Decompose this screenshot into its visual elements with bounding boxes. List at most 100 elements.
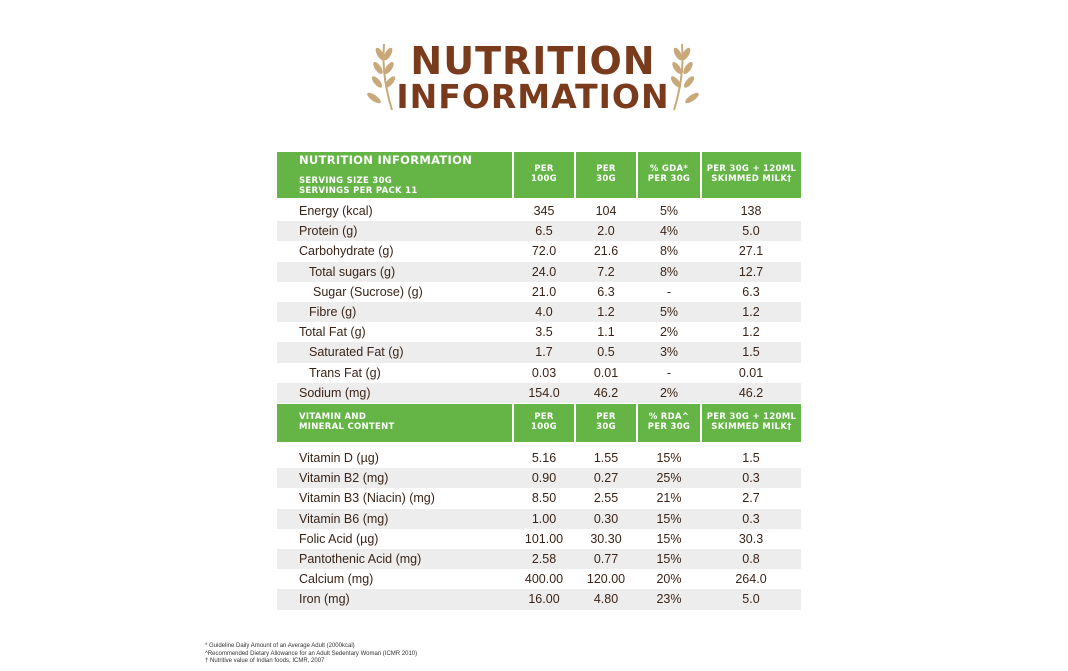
row-value-percent: 5%: [659, 204, 679, 218]
row-value-with-milk: 0.8: [742, 551, 760, 566]
row-value-per-100g: 400.00: [524, 572, 564, 587]
row-value-with-milk: 0.3: [742, 511, 760, 526]
row-value-with-milk: 2.7: [742, 491, 760, 506]
row-value-percent: 4%: [659, 224, 679, 239]
table-row: Total Fat (g) 3.5 1.1 2% 1.2: [277, 322, 801, 342]
table-row: Sodium (mg) 154.0 46.2 2% 46.2: [277, 382, 801, 403]
title-line-1: NUTRITION: [410, 39, 656, 83]
row-value-with-milk: 12.7: [738, 264, 764, 279]
wheat-icon: [670, 43, 699, 111]
table-row: Sugar (Sucrose) (g) 21.0 6.3 - 6.3: [277, 282, 801, 302]
row-value-per-100g: 0.03: [531, 365, 557, 380]
row-value-per-100g: 5.16: [531, 451, 557, 465]
table-row: Fibre (g) 4.0 1.2 5% 1.2: [277, 301, 801, 323]
table-row: Vitamin D (µg) 5.16 1.55 15% 1.5: [277, 448, 801, 468]
row-label: Vitamin B6 (mg): [299, 511, 389, 526]
row-label: Protein (g): [299, 224, 358, 239]
vitamin-rows: Vitamin D (µg) 5.16 1.55 15% 1.5 Vitamin B2 (…: [277, 448, 801, 610]
header-vitamin-mineral: VITAMIN AND MINERAL CONTENT: [299, 412, 395, 432]
row-value-with-milk: 1.5: [742, 345, 760, 360]
row-label: Calcium (mg): [299, 572, 374, 587]
row-value-per-100g: 154.0: [528, 385, 560, 400]
row-value-percent: 5%: [659, 304, 679, 319]
row-value-per-30g: 0.30: [593, 511, 619, 526]
row-label: Vitamin D (µg): [299, 451, 379, 465]
row-value-per-100g: 72.0: [531, 244, 557, 259]
table-row: Saturated Fat (g) 1.7 0.5 3% 1.5: [277, 342, 801, 363]
header-per-100g: PER 100G: [531, 164, 557, 184]
row-value-per-30g: 2.55: [593, 491, 619, 506]
header-with-milk: PER 30G + 120ML SKIMMED MILK†: [706, 412, 797, 432]
row-label: Pantothenic Acid (mg): [299, 551, 422, 566]
row-label: Total sugars (g): [309, 264, 396, 279]
header-rda: % RDA^ PER 30G: [647, 412, 691, 432]
row-value-per-30g: 21.6: [593, 244, 619, 259]
row-value-per-100g: 345: [533, 204, 555, 218]
row-value-per-100g: 0.90: [531, 471, 557, 486]
row-value-with-milk: 1.2: [742, 325, 760, 340]
table-row: Pantothenic Acid (mg) 2.58 0.77 15% 0.8: [277, 548, 801, 570]
row-label: Vitamin B2 (mg): [299, 471, 389, 486]
table-row: Total sugars (g) 24.0 7.2 8% 12.7: [277, 261, 801, 282]
row-value-per-30g: 30.30: [590, 531, 622, 546]
row-value-with-milk: 264.0: [735, 572, 767, 587]
header-per-30g: PER 30G: [596, 164, 616, 184]
row-value-percent: 20%: [656, 572, 682, 587]
row-value-per-30g: 120.00: [586, 572, 626, 587]
row-value-per-30g: 104: [595, 204, 617, 218]
row-value-percent: -: [666, 284, 672, 299]
header-per-100g: PER 100G: [531, 412, 557, 432]
row-value-percent: 15%: [656, 551, 682, 566]
row-value-with-milk: 0.01: [738, 365, 764, 380]
table-row: Calcium (mg) 400.00 120.00 20% 264.0: [277, 569, 801, 589]
row-value-with-milk: 5.0: [742, 224, 760, 239]
row-value-with-milk: 46.2: [738, 385, 764, 400]
row-value-percent: 8%: [659, 264, 679, 279]
table-row: Vitamin B6 (mg) 1.00 0.30 15% 0.3: [277, 508, 801, 529]
row-value-percent: 23%: [656, 592, 682, 607]
row-value-per-100g: 1.7: [535, 345, 553, 360]
row-value-per-30g: 0.01: [593, 365, 619, 380]
row-value-per-100g: 21.0: [531, 284, 557, 299]
table-row: Vitamin B3 (Niacin) (mg) 8.50 2.55 21% 2.7: [277, 488, 801, 508]
row-value-with-milk: 6.3: [742, 284, 760, 299]
vitamin-table: VITAMIN AND MINERAL CONTENT PER 100G PER…: [277, 404, 801, 610]
header-nutrition-info: NUTRITION INFORMATION SERVING SIZE 30G S…: [277, 152, 513, 198]
row-value-percent: 3%: [659, 345, 679, 360]
row-value-per-30g: 1.1: [597, 325, 615, 340]
row-value-per-100g: 1.00: [531, 511, 557, 526]
nutrition-table-header: NUTRITION INFORMATION SERVING SIZE 30G S…: [277, 152, 801, 198]
row-label: Sodium (mg): [299, 385, 371, 400]
table-row: Folic Acid (µg) 101.00 30.30 15% 30.3: [277, 529, 801, 549]
header-with-milk: PER 30G + 120ML SKIMMED MILK†: [706, 164, 797, 184]
row-value-per-100g: 24.0: [531, 264, 557, 279]
footnotes: * Guideline Daily Amount of an Average A…: [205, 643, 417, 666]
table-row: Energy (kcal) 345 104 5% 138: [277, 201, 801, 221]
row-value-percent: 25%: [656, 471, 682, 486]
row-label: Folic Acid (µg): [299, 531, 379, 546]
row-value-per-30g: 4.80: [593, 592, 619, 607]
row-value-percent: 2%: [659, 325, 679, 340]
table-row: Iron (mg) 16.00 4.80 23% 5.0: [277, 589, 801, 610]
wheat-icon: [367, 43, 396, 111]
row-value-per-100g: 16.00: [528, 592, 560, 607]
row-value-per-30g: 0.77: [593, 551, 619, 566]
row-value-percent: 15%: [656, 511, 682, 526]
table-row: Trans Fat (g) 0.03 0.01 - 0.01: [277, 363, 801, 383]
row-label: Vitamin B3 (Niacin) (mg): [299, 491, 435, 506]
header-serving-info: SERVING SIZE 30G SERVINGS PER PACK 11: [299, 175, 418, 196]
row-value-per-100g: 6.5: [535, 224, 553, 239]
row-label: Total Fat (g): [299, 325, 366, 340]
row-value-per-100g: 101.00: [524, 531, 564, 546]
row-value-per-100g: 8.50: [531, 491, 557, 506]
row-value-percent: 15%: [656, 451, 682, 465]
row-label: Fibre (g): [309, 304, 357, 319]
row-value-per-100g: 4.0: [535, 304, 553, 319]
page-title: NUTRITION INFORMATION: [360, 38, 706, 118]
table-row: Vitamin B2 (mg) 0.90 0.27 25% 0.3: [277, 468, 801, 489]
row-value-per-30g: 6.3: [597, 284, 615, 299]
nutrition-rows: Energy (kcal) 345 104 5% 138 Protein (g) 6.5 2.…: [277, 201, 801, 403]
row-value-per-30g: 1.55: [593, 451, 619, 465]
row-value-with-milk: 30.3: [738, 531, 764, 546]
row-value-percent: 15%: [656, 531, 682, 546]
